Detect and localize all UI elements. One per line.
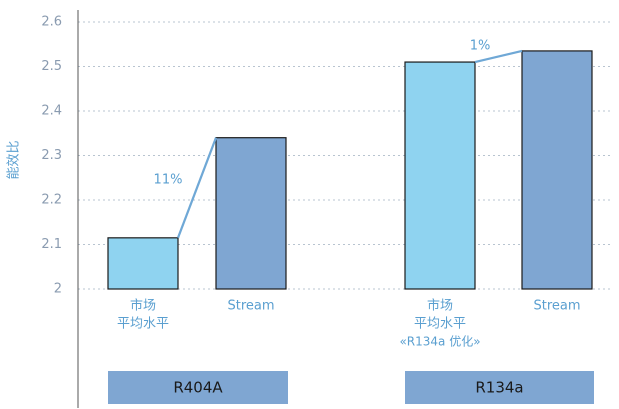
x-tick-label: 市场 bbox=[427, 298, 453, 314]
y-tick-label: 2 bbox=[54, 282, 62, 297]
bar bbox=[404, 61, 476, 290]
connector bbox=[176, 137, 218, 239]
x-tick-label: Stream bbox=[533, 299, 580, 314]
y-tick-label: 2.6 bbox=[41, 15, 62, 30]
bar bbox=[215, 137, 287, 290]
group-label: R134a bbox=[475, 379, 523, 397]
x-tick-label: Stream bbox=[227, 299, 274, 314]
annotation: 1% bbox=[470, 39, 491, 54]
group-box bbox=[405, 371, 594, 404]
x-tick-label: 平均水平 bbox=[117, 317, 169, 332]
y-tick-label: 2.1 bbox=[41, 237, 62, 252]
x-tick-label: 市场 bbox=[130, 298, 156, 314]
y-axis-label: 能效比 bbox=[7, 140, 22, 179]
x-tick-label: «R134a 优化» bbox=[399, 335, 480, 349]
group-box bbox=[108, 371, 288, 404]
y-tick-label: 2.2 bbox=[41, 193, 62, 208]
y-tick-label: 2.3 bbox=[41, 148, 62, 163]
y-tick-label: 2.5 bbox=[41, 59, 62, 74]
bar bbox=[521, 50, 593, 290]
x-tick-label: 平均水平 bbox=[414, 317, 466, 332]
bar bbox=[107, 237, 179, 290]
annotation: 11% bbox=[154, 173, 183, 188]
connector bbox=[474, 49, 523, 64]
y-tick-label: 2.4 bbox=[41, 104, 62, 119]
group-label: R404A bbox=[173, 379, 223, 397]
